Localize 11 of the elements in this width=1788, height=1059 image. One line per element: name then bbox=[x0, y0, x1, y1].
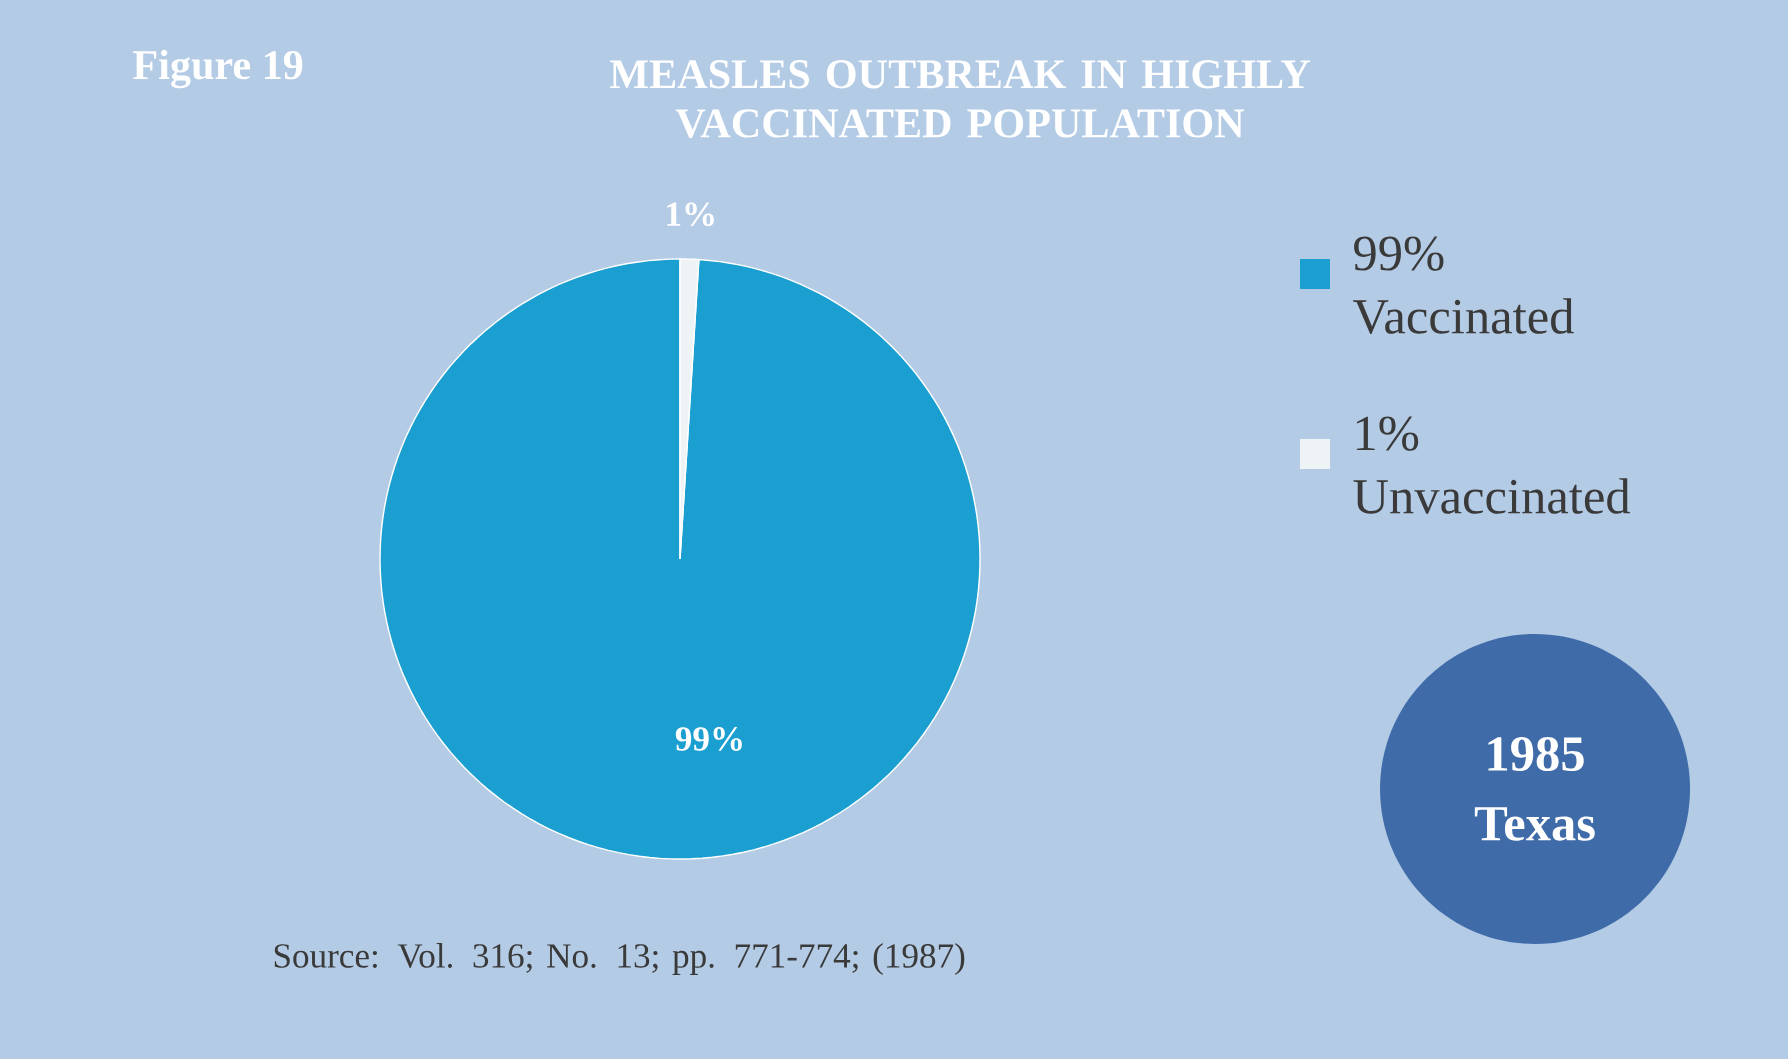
data-label: 1% bbox=[667, 202, 714, 227]
text: 1985 bbox=[1488, 736, 1584, 772]
caption: Figure 19 bbox=[133, 49, 303, 89]
data-label: 99% bbox=[675, 727, 742, 751]
chart-title: MEASLES OUTBREAK IN HIGHLY VACCINATED POPULATION bbox=[609, 60, 1310, 138]
legend-label: Vaccinated bbox=[1352, 298, 1574, 335]
legend-label: Unvaccinated bbox=[1353, 478, 1631, 514]
text: 1% bbox=[1356, 416, 1419, 451]
text: Texas bbox=[1474, 807, 1595, 841]
source-note: Source: Vol. 316; No. 13; pp. 771-774; (1987) bbox=[274, 943, 965, 975]
text: 99% bbox=[1354, 236, 1444, 271]
